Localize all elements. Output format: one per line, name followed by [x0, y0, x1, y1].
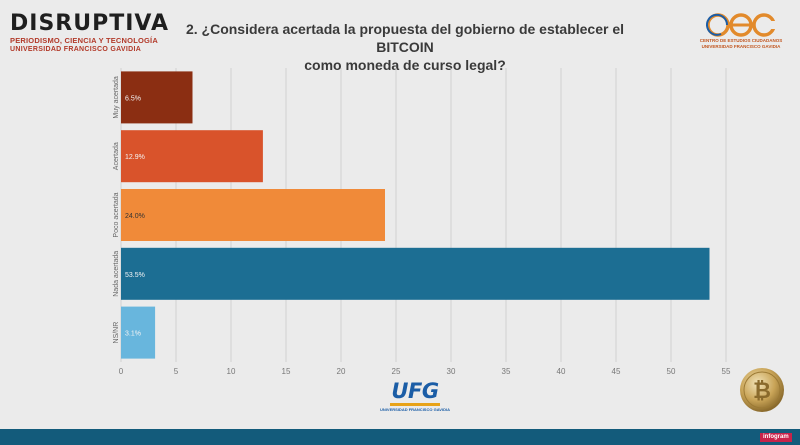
ufg-logo-text: UFG	[391, 379, 439, 403]
bar-value-label: 53.5%	[125, 272, 145, 279]
chart-tick-labels: 0 5 10 15 20 25 30 35 40 45 50 55	[119, 367, 731, 376]
x-tick-label: 20	[337, 367, 346, 376]
partner-university: UNIVERSIDAD FRANCISCO GAVIDIA	[701, 44, 781, 49]
ufg-logo: UFG UNIVERSIDAD FRANCISCO GAVIDIA	[380, 380, 450, 412]
bar-poco-acertada[interactable]	[121, 189, 385, 241]
category-label: Acertada	[113, 142, 120, 170]
svg-text:₿: ₿	[753, 379, 771, 404]
bar-value-label: 12.9%	[125, 154, 145, 161]
x-tick-label: 25	[392, 367, 401, 376]
chart-category-labels: Muy acertada Acertada Poco acertada Nada ac…	[113, 76, 120, 343]
x-tick-label: 55	[722, 367, 731, 376]
footer-bar	[0, 429, 800, 445]
chart-bar-labels: 6.5% 12.9% 24.0% 53.5% 3.1%	[125, 95, 145, 337]
bar-value-label: 6.5%	[125, 95, 141, 102]
x-tick-label: 40	[557, 367, 566, 376]
ufg-logo-subtitle: UNIVERSIDAD FRANCISCO GAVIDIA	[380, 407, 450, 412]
bar-value-label: 3.1%	[125, 331, 141, 338]
brand-tagline: PERIODISMO, CIENCIA Y TECNOLOGÍA	[10, 36, 158, 45]
bar-value-label: 24.0%	[125, 213, 145, 220]
x-tick-label: 35	[502, 367, 511, 376]
ufg-logo-underline	[390, 403, 440, 406]
chart-title: 2. ¿Considera acertada la propuesta del …	[170, 20, 640, 74]
x-tick-label: 50	[667, 367, 676, 376]
brand-university: UNIVERSIDAD FRANCISCO GAVIDIA	[10, 46, 142, 53]
chart-title-line-1: 2. ¿Considera acertada la propuesta del …	[185, 21, 625, 55]
category-label: Muy acertada	[113, 76, 120, 119]
bar-ns-nr[interactable]	[121, 306, 156, 359]
category-label: Poco acertada	[113, 192, 120, 237]
bar-nada-acertada[interactable]	[121, 247, 710, 300]
x-tick-label: 10	[227, 367, 236, 376]
category-label: Nada acertada	[113, 251, 120, 297]
x-tick-label: 45	[612, 367, 621, 376]
x-tick-label: 0	[119, 367, 124, 376]
chart-title-line-2: como moneda de curso legal?	[304, 57, 506, 73]
chart-bars	[121, 71, 710, 359]
x-tick-label: 15	[282, 367, 291, 376]
bar-acertada[interactable]	[121, 130, 263, 183]
bitcoin-coin-icon: ₿	[740, 368, 784, 412]
bar-muy-acertada[interactable]	[121, 71, 193, 124]
x-tick-label: 30	[447, 367, 456, 376]
cec-logo-icon	[706, 13, 777, 37]
x-tick-label: 5	[174, 367, 179, 376]
partner-name: CENTRO DE ESTUDIOS CIUDADANOS	[699, 38, 783, 43]
partner-logo: CENTRO DE ESTUDIOS CIUDADANOS UNIVERSIDA…	[696, 12, 786, 50]
infogram-badge[interactable]: infogram	[760, 433, 792, 442]
category-label: NS/NR	[113, 322, 120, 344]
